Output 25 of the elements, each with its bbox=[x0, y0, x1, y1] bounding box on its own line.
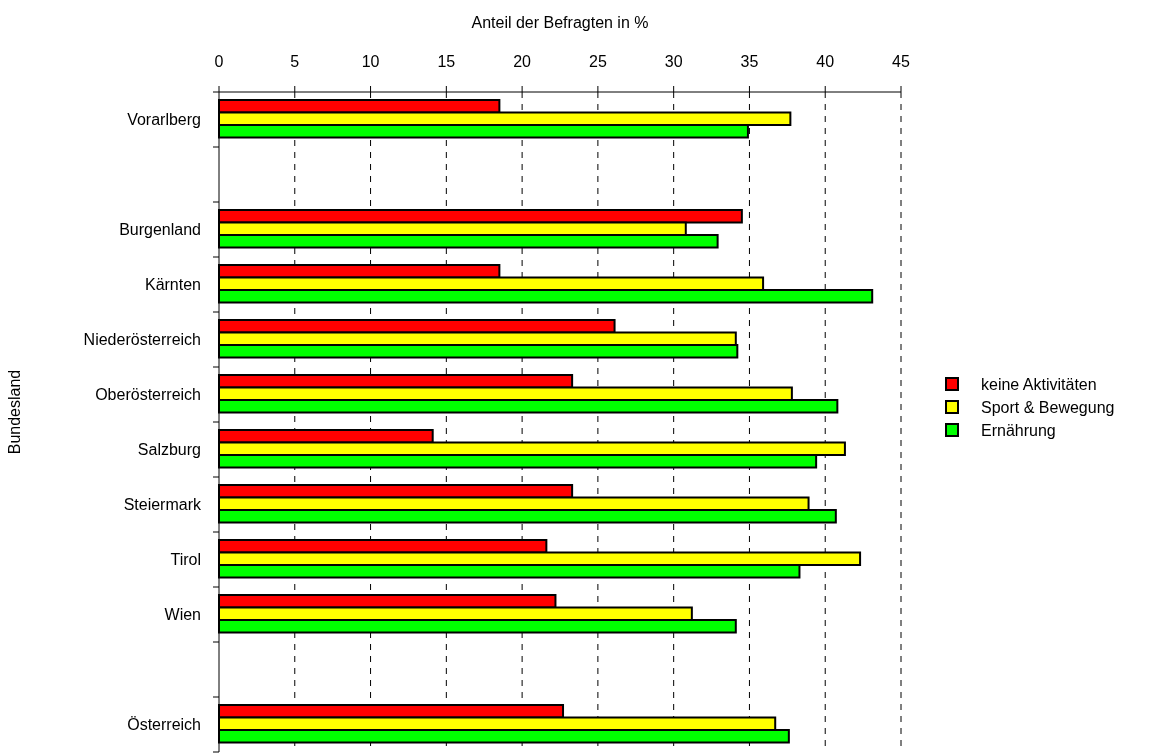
y-axis-title: Bundesland bbox=[6, 369, 23, 455]
y-tick-label: Kärnten bbox=[144, 275, 201, 293]
x-tick-label: 5 bbox=[290, 53, 300, 70]
x-axis-title: Anteil der Befragten in % bbox=[471, 14, 649, 31]
x-tick-label: 0 bbox=[214, 53, 224, 70]
y-tick-label: Niederösterreich bbox=[83, 330, 201, 348]
x-tick-label: 30 bbox=[664, 53, 683, 70]
y-tick-label: Salzburg bbox=[137, 440, 201, 458]
x-tick-label: 35 bbox=[740, 53, 759, 70]
x-tick-label: 20 bbox=[513, 53, 532, 70]
x-tick-label: 10 bbox=[361, 53, 380, 70]
y-tick-label: Vorarlberg bbox=[127, 110, 201, 128]
y-tick-label: Tirol bbox=[170, 550, 201, 568]
y-tick-label: Österreich bbox=[127, 715, 201, 733]
y-tick-label: Wien bbox=[164, 605, 201, 623]
x-tick-label: 25 bbox=[588, 53, 607, 70]
legend-label: keine Aktivitäten bbox=[981, 376, 1097, 393]
legend-label: Ernährung bbox=[981, 422, 1056, 439]
y-tick-label: Oberösterreich bbox=[95, 385, 201, 403]
x-tick-label: 40 bbox=[816, 53, 835, 70]
x-tick-label: 45 bbox=[892, 53, 910, 70]
legend-label: Sport & Bewegung bbox=[981, 399, 1115, 416]
x-tick-label: 15 bbox=[437, 53, 456, 70]
y-tick-label: Steiermark bbox=[123, 495, 202, 513]
y-tick-label: Burgenland bbox=[119, 220, 201, 238]
